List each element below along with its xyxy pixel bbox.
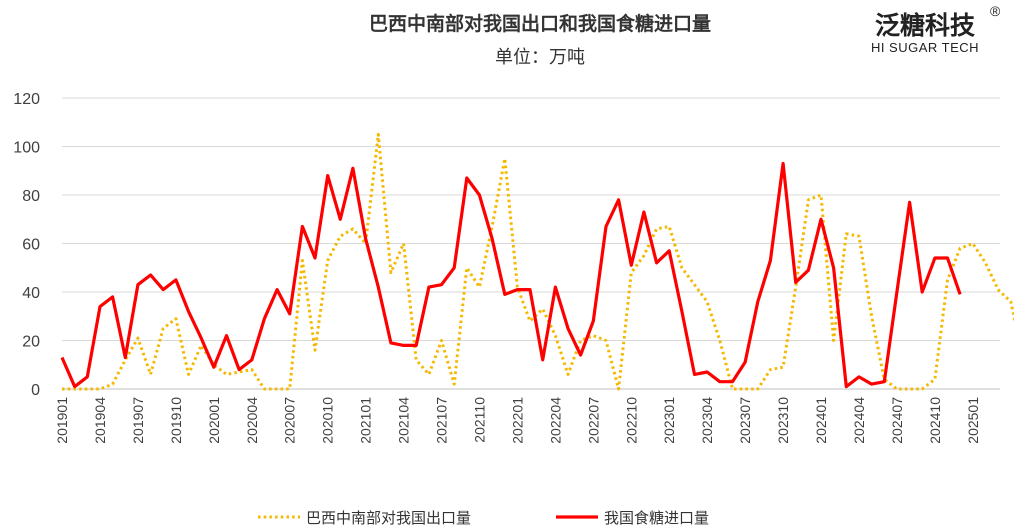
x-tick-label: 202101 xyxy=(358,397,374,444)
x-tick-label: 202204 xyxy=(547,397,563,444)
y-tick-label: 120 xyxy=(13,91,40,108)
x-tick-label: 202304 xyxy=(699,397,715,444)
x-tick-label: 202107 xyxy=(434,397,450,444)
x-tick-label: 202410 xyxy=(927,397,943,444)
x-tick-label: 202007 xyxy=(282,397,298,444)
x-tick-label: 202004 xyxy=(244,397,260,444)
logo-registered-mark: ® xyxy=(990,3,1001,19)
y-tick-label: 40 xyxy=(22,285,40,302)
logo: 泛糖科技 ® HI SUGAR TECH xyxy=(871,3,1001,55)
chart-title: 巴西中南部对我国出口和我国食糖进口量 xyxy=(369,12,711,35)
x-tick-label: 202110 xyxy=(471,397,487,443)
x-axis-ticks: 201901 201904 201907 201910 202001 202004 2020… xyxy=(54,397,981,444)
legend: 巴西中南部对我国出口量 我国食糖进口量 xyxy=(258,509,709,527)
y-tick-label: 100 xyxy=(13,140,40,157)
logo-name-en: HI SUGAR TECH xyxy=(871,40,979,55)
x-tick-label: 202207 xyxy=(585,397,601,444)
x-tick-label: 202401 xyxy=(813,397,829,444)
x-tick-label: 201910 xyxy=(168,397,184,444)
x-tick-label: 201904 xyxy=(92,397,108,444)
y-tick-label: 60 xyxy=(22,237,40,254)
chart-unit: 单位：万吨 xyxy=(495,47,585,68)
x-tick-label: 202307 xyxy=(737,397,753,444)
y-axis-ticks: 0 20 40 60 80 100 120 xyxy=(13,91,40,399)
x-tick-label: 202001 xyxy=(206,397,222,444)
x-tick-label: 202404 xyxy=(851,397,867,444)
x-tick-label: 202501 xyxy=(965,397,981,444)
gridlines xyxy=(62,97,1000,341)
logo-name-cn: 泛糖科技 xyxy=(875,11,975,40)
x-tick-label: 202310 xyxy=(775,397,791,444)
y-tick-label: 0 xyxy=(31,382,40,399)
y-tick-label: 20 xyxy=(22,334,40,351)
x-tick-label: 201901 xyxy=(54,397,70,444)
x-tick-label: 202301 xyxy=(661,397,677,444)
x-tick-label: 201907 xyxy=(130,397,146,444)
x-tick-label: 202407 xyxy=(889,397,905,444)
legend-label-china-import: 我国食糖进口量 xyxy=(604,509,709,527)
series-line-0 xyxy=(62,132,1014,391)
legend-label-brazil-export: 巴西中南部对我国出口量 xyxy=(306,509,471,527)
x-tick-label: 202210 xyxy=(623,397,639,444)
series-line-1 xyxy=(60,161,962,389)
series-lines xyxy=(60,132,1014,391)
x-tick-label: 202201 xyxy=(509,397,525,444)
x-tick-label: 202010 xyxy=(320,397,336,444)
x-tick-label: 202104 xyxy=(396,397,412,444)
y-tick-label: 80 xyxy=(22,188,40,205)
